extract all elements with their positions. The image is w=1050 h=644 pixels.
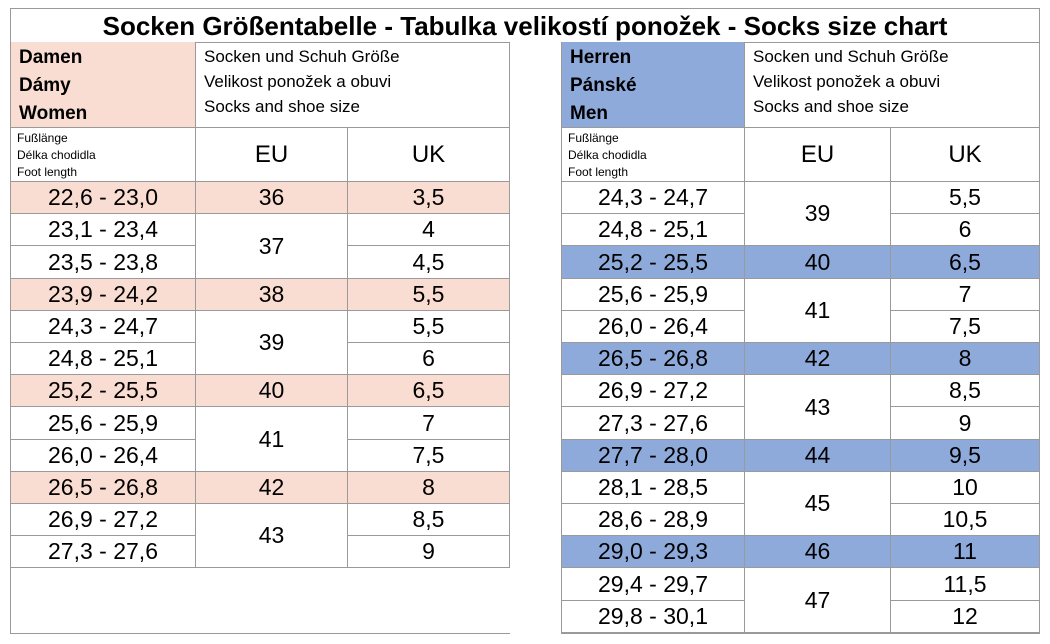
men-uk-header: UK <box>891 128 1040 182</box>
men-uk-size-cell: 10,5 <box>891 504 1040 536</box>
women-foot-length-label-line: Foot length <box>17 165 78 179</box>
women-header-name-line: Women <box>19 103 88 124</box>
women-eu-size-cell: 40 <box>196 375 348 407</box>
page-title: Socken Größentabelle - Tabulka velikostí… <box>10 8 1040 42</box>
men-uk-size-cell: 9 <box>891 407 1040 440</box>
men-foot-length-label: Fußlänge Délka chodidla Foot length <box>561 128 745 182</box>
women-foot-length-cell: 26,5 - 26,8 <box>10 472 196 504</box>
men-foot-length-cell: 27,7 - 28,0 <box>561 440 745 472</box>
women-foot-length-cell: 24,8 - 25,1 <box>10 343 196 375</box>
women-uk-size-cell: 8 <box>348 472 510 504</box>
women-header-name-line: Dámy <box>19 75 71 96</box>
men-eu-size-cell: 42 <box>745 343 891 375</box>
women-uk-size-cell: 9 <box>348 536 510 568</box>
women-header-description-line: Socken und Schuh Größe <box>204 47 400 66</box>
women-header-name-line: Damen <box>19 47 83 68</box>
men-foot-length-cell: 24,8 - 25,1 <box>561 214 745 246</box>
men-header-description-line: Socks and shoe size <box>753 97 909 116</box>
women-foot-length-cell: 25,2 - 25,5 <box>10 375 196 407</box>
women-foot-length-cell: 22,6 - 23,0 <box>10 182 196 214</box>
men-foot-length-cell: 26,0 - 26,4 <box>561 311 745 343</box>
women-uk-size-cell: 5,5 <box>348 311 510 343</box>
women-foot-length-cell: 24,3 - 24,7 <box>10 311 196 343</box>
women-header-name: Damen Dámy Women <box>10 42 196 128</box>
men-foot-length-cell: 29,0 - 29,3 <box>561 536 745 568</box>
men-eu-size-cell: 39 <box>745 182 891 246</box>
women-eu-size-cell: 38 <box>196 279 348 311</box>
women-foot-length-cell: 26,0 - 26,4 <box>10 440 196 472</box>
women-uk-size-cell: 7 <box>348 407 510 440</box>
men-header-name: Herren Pánské Men <box>561 42 745 128</box>
men-uk-size-cell: 10 <box>891 472 1040 504</box>
men-uk-size-cell: 7 <box>891 279 1040 311</box>
women-uk-size-cell: 8,5 <box>348 504 510 536</box>
men-foot-length-cell: 26,9 - 27,2 <box>561 375 745 407</box>
men-uk-size-cell: 11 <box>891 536 1040 568</box>
men-foot-length-cell: 26,5 - 26,8 <box>561 343 745 375</box>
men-foot-length-cell: 28,1 - 28,5 <box>561 472 745 504</box>
men-eu-header: EU <box>745 128 891 182</box>
men-header-description-line: Socken und Schuh Größe <box>753 47 949 66</box>
women-eu-header: EU <box>196 128 348 182</box>
men-eu-size-cell: 43 <box>745 375 891 440</box>
men-eu-size-cell: 45 <box>745 472 891 536</box>
women-foot-length-cell: 23,1 - 23,4 <box>10 214 196 246</box>
women-uk-size-cell: 7,5 <box>348 440 510 472</box>
women-foot-length-cell: 25,6 - 25,9 <box>10 407 196 440</box>
men-foot-length-cell: 24,3 - 24,7 <box>561 182 745 214</box>
women-header-description-line: Velikost ponožek a obuvi <box>204 72 392 91</box>
women-foot-length-label: Fußlänge Délka chodidla Foot length <box>10 128 196 182</box>
men-uk-size-cell: 5,5 <box>891 182 1040 214</box>
men-uk-size-cell: 11,5 <box>891 568 1040 601</box>
women-eu-size-cell: 37 <box>196 214 348 279</box>
women-eu-size-cell: 39 <box>196 311 348 375</box>
women-foot-length-cell: 23,5 - 23,8 <box>10 246 196 279</box>
men-foot-length-label-line: Fußlänge <box>568 131 619 145</box>
men-header-description-line: Velikost ponožek a obuvi <box>753 72 941 91</box>
women-uk-size-cell: 5,5 <box>348 279 510 311</box>
men-uk-size-cell: 7,5 <box>891 311 1040 343</box>
women-header-description: Socken und Schuh Größe Velikost ponožek a… <box>196 42 510 128</box>
women-foot-length-label-line: Fußlänge <box>17 131 68 145</box>
men-foot-length-cell: 28,6 - 28,9 <box>561 504 745 536</box>
men-header-name-line: Herren <box>570 47 632 68</box>
women-foot-length-label-line: Délka chodidla <box>17 148 96 162</box>
men-foot-length-label-line: Délka chodidla <box>568 148 647 162</box>
men-uk-size-cell: 8 <box>891 343 1040 375</box>
men-foot-length-cell: 25,2 - 25,5 <box>561 246 745 279</box>
men-uk-size-cell: 6 <box>891 214 1040 246</box>
women-eu-size-cell: 43 <box>196 504 348 568</box>
men-eu-size-cell: 40 <box>745 246 891 279</box>
men-header-name-line: Pánské <box>570 75 637 96</box>
men-eu-size-cell: 46 <box>745 536 891 568</box>
men-foot-length-cell: 25,6 - 25,9 <box>561 279 745 311</box>
women-uk-size-cell: 3,5 <box>348 182 510 214</box>
men-foot-length-cell: 29,4 - 29,7 <box>561 568 745 601</box>
men-foot-length-cell: 29,8 - 30,1 <box>561 601 745 633</box>
men-foot-length-label-line: Foot length <box>568 165 629 179</box>
women-eu-size-cell: 36 <box>196 182 348 214</box>
women-eu-size-cell: 42 <box>196 472 348 504</box>
men-uk-size-cell: 9,5 <box>891 440 1040 472</box>
men-header-description: Socken und Schuh Größe Velikost ponožek a… <box>745 42 1040 128</box>
men-eu-size-cell: 47 <box>745 568 891 633</box>
women-uk-size-cell: 4 <box>348 214 510 246</box>
men-foot-length-cell: 27,3 - 27,6 <box>561 407 745 440</box>
women-header-description-line: Socks and shoe size <box>204 97 360 116</box>
men-uk-size-cell: 6,5 <box>891 246 1040 279</box>
men-header-name-line: Men <box>570 103 608 124</box>
women-foot-length-cell: 27,3 - 27,6 <box>10 536 196 568</box>
women-uk-size-cell: 6,5 <box>348 375 510 407</box>
men-eu-size-cell: 41 <box>745 279 891 343</box>
men-uk-size-cell: 12 <box>891 601 1040 633</box>
women-uk-size-cell: 4,5 <box>348 246 510 279</box>
men-uk-size-cell: 8,5 <box>891 375 1040 407</box>
women-foot-length-cell: 23,9 - 24,2 <box>10 279 196 311</box>
women-uk-header: UK <box>348 128 510 182</box>
women-foot-length-cell: 26,9 - 27,2 <box>10 504 196 536</box>
women-uk-size-cell: 6 <box>348 343 510 375</box>
men-eu-size-cell: 44 <box>745 440 891 472</box>
women-eu-size-cell: 41 <box>196 407 348 472</box>
